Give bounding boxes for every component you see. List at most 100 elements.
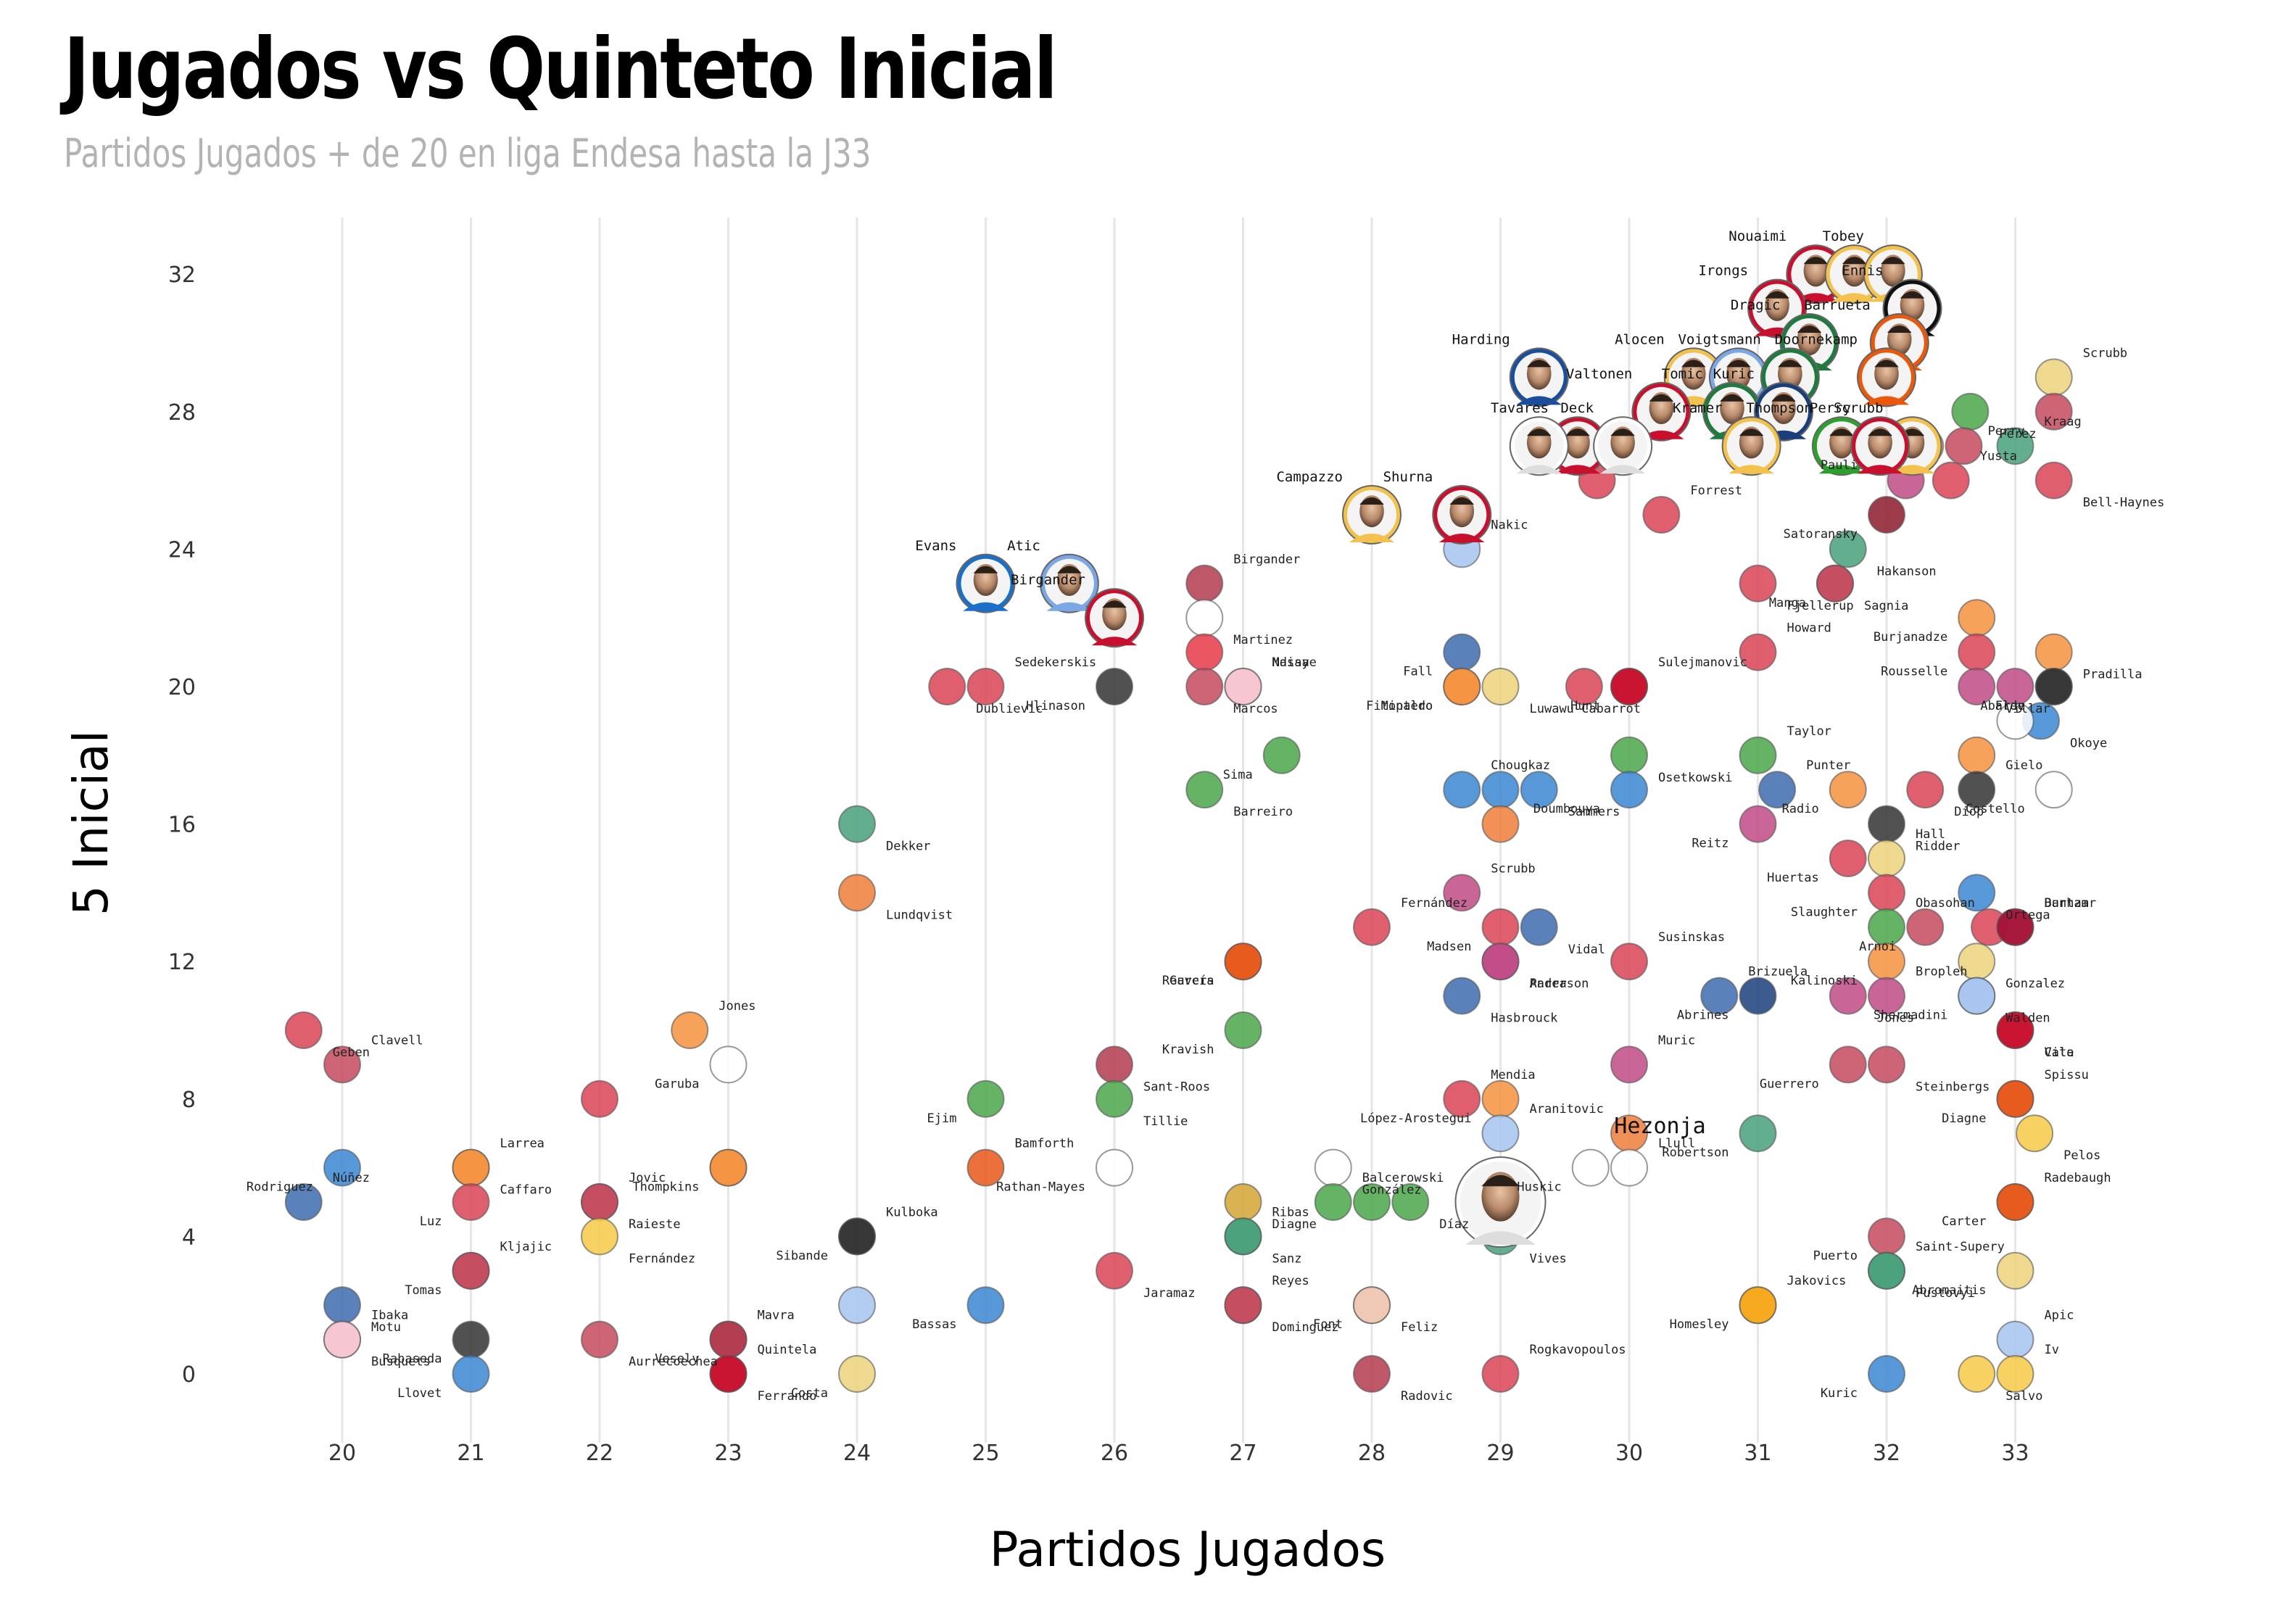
point-label: Bantzar [2045, 896, 2097, 911]
point-label: Pauli [1821, 458, 1858, 473]
point-label: Rousselle [1881, 665, 1947, 679]
point-label: Barreiro [1233, 805, 1293, 819]
point-label: Feliz [1401, 1320, 1438, 1335]
data-point [1739, 977, 1777, 1015]
data-point [2034, 358, 2073, 397]
data-point [1951, 392, 1990, 431]
data-point [452, 1320, 490, 1359]
point-label: Kravish [1162, 1043, 1214, 1057]
point-label: Taylor [1787, 724, 1831, 739]
data-point [2034, 771, 2073, 809]
point-label: Kuric [1713, 366, 1755, 382]
data-point [966, 1286, 1005, 1325]
point-label: Aurrecoechea [629, 1355, 718, 1370]
point-label: Vives [1530, 1251, 1567, 1266]
data-point [1391, 1183, 1430, 1221]
point-label: Martinez [1233, 633, 1293, 647]
point-label: Frey [1995, 699, 2025, 713]
data-point [838, 805, 876, 843]
point-label: Anderson [1530, 977, 1589, 991]
point-label: Ndiaye [1272, 655, 1317, 670]
point-label: Díaz [1439, 1217, 1469, 1232]
point-label: Kalinoski [1791, 974, 1858, 988]
data-point [284, 1183, 323, 1221]
data-point [1829, 1045, 1867, 1084]
data-point [1958, 736, 1996, 774]
x-tick-label: 31 [1744, 1441, 1771, 1466]
point-label: Llull [1658, 1137, 1695, 1151]
point-label: Tomic [1662, 366, 1703, 382]
point-label: Kulboka [886, 1205, 938, 1219]
point-label: Fall [1403, 665, 1433, 679]
data-point [1739, 1114, 1777, 1153]
point-label: Caffaro [500, 1183, 552, 1198]
data-point [1610, 771, 1648, 809]
data-point [671, 1011, 709, 1049]
data-point [1958, 633, 1996, 671]
point-label: Tomas [405, 1283, 442, 1298]
point-label: Ibaka [371, 1309, 408, 1323]
data-point [1443, 977, 1481, 1015]
y-tick-label: 20 [168, 675, 196, 700]
data-point [2034, 668, 2073, 705]
data-point [1816, 564, 1854, 602]
data-point [2034, 461, 2073, 500]
data-point [1700, 977, 1739, 1015]
data-point [1868, 840, 1905, 877]
data-point [1481, 1355, 1520, 1393]
data-points [284, 244, 2073, 1393]
point-label: Saint-Supery [1916, 1240, 2005, 1254]
point-label: Luwawu-Cabarrot [1530, 702, 1641, 716]
point-label: Nouaimi [1728, 228, 1786, 244]
data-point [581, 1217, 618, 1256]
point-label: Marcos [1233, 702, 1278, 716]
point-label: Sulejmanovic [1658, 655, 1747, 670]
data-point [709, 1320, 748, 1359]
data-point [1958, 874, 1996, 912]
point-label: Radio [1782, 802, 1819, 816]
player-photo-point [1039, 553, 1099, 613]
point-label: Forrest [1690, 484, 1742, 498]
data-point [1868, 496, 1905, 534]
point-label: Pustovyi [1916, 1286, 1975, 1301]
point-label: Fitipaldo [1366, 699, 1433, 713]
point-label: Cate [2045, 1045, 2074, 1060]
data-point [1224, 942, 1262, 981]
y-tick-label: 8 [182, 1088, 196, 1113]
data-point [1096, 1045, 1133, 1084]
point-label: Barrueta [1804, 297, 1871, 313]
point-label: Dekker [886, 840, 930, 854]
point-label: Abalde [1980, 699, 2024, 713]
point-label: Quintela [758, 1343, 817, 1357]
point-label: García [1169, 974, 1214, 988]
point-label: Birgander [1011, 572, 1085, 588]
point-label: Dublievic [976, 702, 1043, 716]
point-label: Spissu [2045, 1068, 2089, 1082]
point-label: Fjellerup [1787, 599, 1854, 613]
x-tick-label: 33 [2001, 1441, 2029, 1466]
x-tick-label: 26 [1101, 1441, 1128, 1466]
point-label: Bropleh [1916, 965, 1968, 979]
data-point [1829, 530, 1867, 568]
data-point [1443, 668, 1481, 705]
data-point [1353, 1183, 1391, 1221]
point-label: Sammers [1568, 805, 1620, 819]
data-point [323, 1320, 361, 1359]
data-point [1996, 908, 2034, 946]
data-point [1185, 771, 1224, 809]
point-label: Atic [1007, 538, 1040, 554]
point-label: Hunt [1570, 699, 1600, 713]
point-label: Dominguez [1272, 1320, 1339, 1335]
point-label: Shurna [1383, 469, 1433, 485]
data-point [1610, 1148, 1648, 1187]
data-point [1443, 1080, 1481, 1118]
data-point [1443, 771, 1481, 809]
data-point [323, 1148, 361, 1187]
data-point [1610, 1045, 1648, 1084]
point-label: Sanz [1272, 1251, 1302, 1266]
data-point [452, 1355, 490, 1393]
point-label: Homesley [1670, 1317, 1729, 1332]
y-tick-label: 24 [168, 537, 196, 563]
point-label: Ribas [1272, 1205, 1309, 1219]
x-axis-title: Partidos Jugados [990, 1522, 1386, 1578]
